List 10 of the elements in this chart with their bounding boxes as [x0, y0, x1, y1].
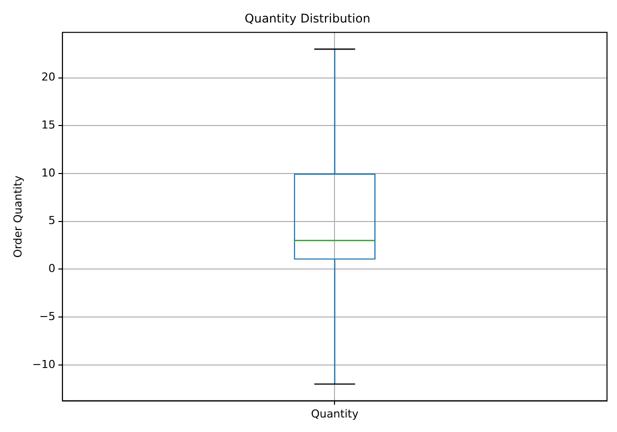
- y-tick-label: 15: [41, 118, 56, 132]
- y-tick-label: 0: [48, 262, 56, 276]
- y-tick-label: 5: [48, 214, 56, 228]
- y-axis-title: Order Quantity: [11, 174, 24, 258]
- y-tick-label: 20: [41, 70, 56, 84]
- y-tick-label: −5: [39, 310, 56, 323]
- y-tick-label: −10: [32, 358, 56, 371]
- x-tick-label: Quantity: [310, 407, 359, 420]
- y-tick-label: 10: [41, 166, 56, 180]
- chart-title: Quantity Distribution: [244, 11, 370, 26]
